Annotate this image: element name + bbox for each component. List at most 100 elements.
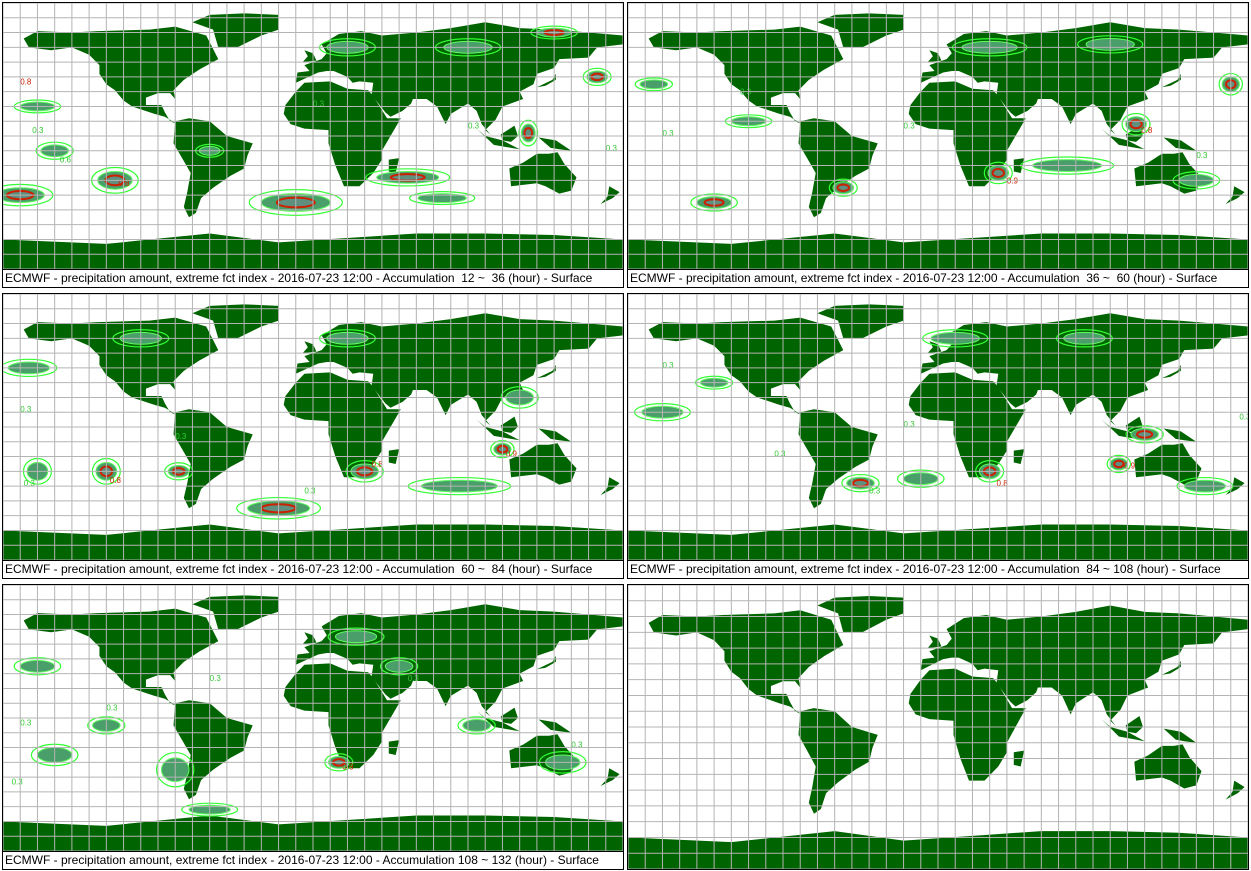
precip-contour bbox=[334, 630, 378, 644]
landmass-borneo bbox=[500, 707, 518, 724]
map-panel-2: 0.3 0.9 0.8 0.3 0.3 0.3 ECMWF - precipitation… bbox=[627, 2, 1249, 288]
precip-contour-outer bbox=[1121, 112, 1151, 136]
precip-contour-extreme bbox=[851, 478, 870, 488]
landmass-indonesia bbox=[1101, 128, 1145, 150]
landmass-new-guinea bbox=[1163, 728, 1197, 743]
contour-label: 0.8 bbox=[342, 763, 354, 772]
map-panel-3: 0.3 0.8 0.3 0.8 0.9 0.3 0.3 ECMWF - precipitat… bbox=[2, 293, 624, 579]
landmass-new-guinea bbox=[538, 719, 572, 733]
contour-label: 0.9 bbox=[1124, 461, 1136, 470]
landmass-greenland bbox=[817, 13, 904, 48]
precip-contour-extreme bbox=[1113, 459, 1125, 469]
precip-contour-outer bbox=[409, 191, 476, 206]
graticule bbox=[628, 294, 1248, 560]
landmass-japan bbox=[536, 364, 556, 379]
landmass-eurasia bbox=[295, 604, 623, 717]
contour-labels: 0.3 0.3 0.3 0.8 0.3 0.3 0.3 bbox=[12, 674, 583, 786]
landmass-britain bbox=[927, 635, 942, 649]
map-caption: ECMWF - precipitation amount, extreme fc… bbox=[628, 269, 1248, 287]
precip-contour-extreme bbox=[523, 127, 534, 139]
contour-label: 0.3 bbox=[304, 487, 316, 496]
landmass-britain bbox=[302, 632, 317, 645]
contour-label: 0.3 bbox=[12, 778, 24, 787]
contour-label: 0.8 bbox=[20, 77, 32, 86]
precip-contour-outer bbox=[327, 627, 385, 646]
precip-contour-outer bbox=[1106, 454, 1132, 474]
contour-label: 0.8 bbox=[1141, 126, 1153, 135]
landmass-borneo bbox=[500, 416, 518, 433]
precip-contour bbox=[462, 718, 491, 732]
precip-contour-outer bbox=[828, 178, 858, 197]
contour-label: 0.3 bbox=[1196, 151, 1208, 160]
contour-label: 0.3 bbox=[468, 122, 480, 131]
landmass-south-america bbox=[173, 409, 253, 509]
contour-labels: 0.3 0.3 0.3 0.8 0.9 0.3 0.3 bbox=[662, 361, 1248, 496]
world-map: 0.30.90.80.30.30.3 bbox=[628, 3, 1248, 269]
contour-label: 0.8 bbox=[118, 179, 130, 188]
landmass-britain bbox=[927, 50, 942, 63]
map-caption: ECMWF - precipitation amount, extreme fc… bbox=[3, 560, 623, 578]
world-map: 0.3 0.3 0.3 0.8 0.3 0.3 0.3 bbox=[3, 585, 623, 851]
world-map: 0.3 0.6 0.8 0.8 0.3 0.3 0.3 bbox=[3, 3, 623, 269]
contour-label: 0.3 bbox=[774, 450, 786, 459]
landmass-north-america bbox=[648, 317, 844, 416]
contour-label: 0.3 bbox=[571, 741, 583, 750]
landmass-greenland bbox=[192, 595, 279, 630]
precip-contour-outer bbox=[457, 716, 496, 735]
landmass-south-america bbox=[798, 118, 878, 218]
contour-label: 0.3 bbox=[32, 126, 44, 135]
landmass-north-america bbox=[23, 26, 219, 125]
graticule bbox=[3, 585, 623, 851]
contour-label: 0.3 bbox=[175, 432, 187, 441]
landmass-new-guinea bbox=[538, 428, 572, 442]
landmass-new-guinea bbox=[1163, 137, 1197, 151]
landmass-borneo bbox=[500, 125, 518, 142]
landmass-indonesia bbox=[1101, 719, 1145, 742]
landmass-north-america bbox=[23, 317, 219, 416]
landmass-south-america bbox=[798, 409, 878, 509]
contour-label: 0.3 bbox=[20, 405, 32, 414]
graticule bbox=[628, 585, 1248, 869]
contour-label: 0.3 bbox=[313, 99, 325, 108]
graticule bbox=[628, 3, 1248, 269]
contour-label: 0.8 bbox=[997, 479, 1009, 488]
landmass-indonesia bbox=[476, 419, 520, 441]
contour-label: 0.3 bbox=[408, 674, 420, 683]
precip-contour bbox=[639, 79, 669, 90]
contour-label: 0.3 bbox=[24, 479, 36, 488]
landmass-britain bbox=[302, 50, 317, 63]
map-panel-1: 0.3 0.6 0.8 0.8 0.3 0.3 0.3 ECMWF - precipitat… bbox=[2, 2, 624, 288]
map-caption: ECMWF - precipitation amount, extreme fc… bbox=[3, 851, 623, 869]
landmass-greenland bbox=[817, 596, 904, 633]
landmass-australia bbox=[1134, 744, 1202, 789]
contour-labels: 0.3 0.6 0.8 0.8 0.3 0.3 0.3 bbox=[20, 77, 617, 188]
map-caption: ECMWF - precipitation amount, extreme fc… bbox=[3, 269, 623, 287]
map-panel-6 bbox=[627, 584, 1249, 870]
landmass-greenland bbox=[192, 304, 279, 339]
landmass-japan bbox=[1161, 660, 1181, 675]
precip-contour-outer bbox=[841, 473, 880, 493]
landmass-eurasia bbox=[920, 605, 1248, 726]
landmass-new-guinea bbox=[1163, 428, 1197, 442]
landmass-new-guinea bbox=[538, 137, 572, 151]
landmass-japan bbox=[1161, 364, 1181, 379]
landmass-eurasia bbox=[920, 313, 1248, 426]
precip-contour-outer bbox=[634, 77, 674, 92]
contour-label: 0.8 bbox=[372, 460, 384, 469]
world-map: 0.3 0.8 0.3 0.8 0.9 0.3 0.3 bbox=[3, 294, 623, 560]
contour-label: 0.3 bbox=[904, 420, 916, 429]
landmass-greenland bbox=[192, 13, 279, 48]
precip-contour-extreme bbox=[991, 167, 1005, 179]
landmass-indonesia bbox=[476, 128, 520, 150]
contour-label: 0.6 bbox=[60, 156, 72, 165]
contour-label: 0.8 bbox=[110, 476, 122, 485]
graticule bbox=[3, 3, 623, 269]
precip-contour-extreme bbox=[389, 173, 426, 182]
map-panel-5: 0.3 0.3 0.3 0.8 0.3 0.3 0.3 ECMWF - precipitat… bbox=[2, 584, 624, 870]
contour-label: 0.3 bbox=[662, 361, 674, 370]
landmass-japan bbox=[1161, 73, 1181, 88]
precip-contour bbox=[417, 193, 467, 203]
contour-label: 0.3 bbox=[606, 144, 618, 153]
landmass-borneo bbox=[1125, 715, 1143, 734]
precip-contour-outer bbox=[365, 168, 451, 187]
